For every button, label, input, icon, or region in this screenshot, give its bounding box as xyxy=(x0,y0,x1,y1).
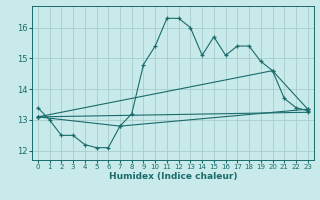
X-axis label: Humidex (Indice chaleur): Humidex (Indice chaleur) xyxy=(108,172,237,181)
